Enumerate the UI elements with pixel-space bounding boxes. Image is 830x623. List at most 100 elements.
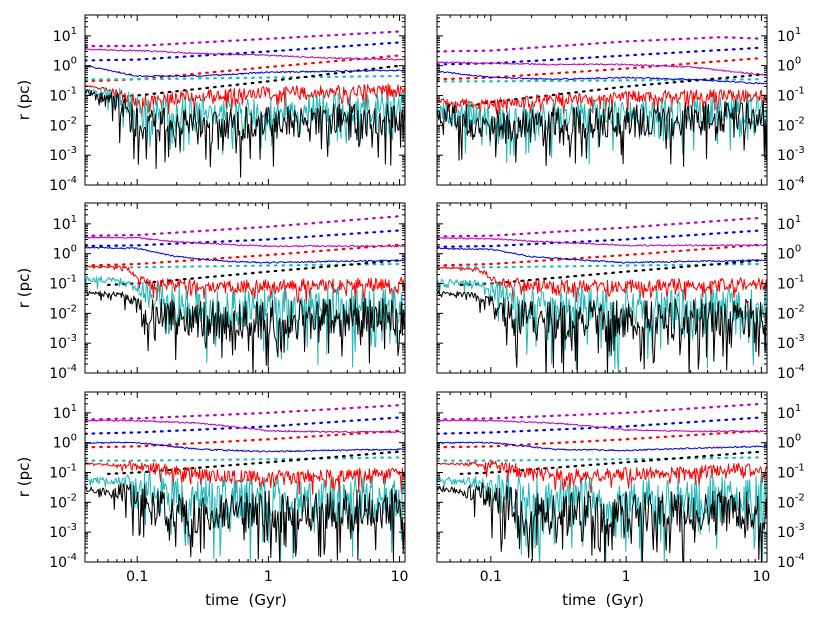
solid-black-series [85, 289, 405, 373]
ytick-label: 10-2 [49, 303, 77, 322]
plot-area [85, 404, 405, 562]
ytick-label: 101 [53, 214, 77, 233]
xlabel-bottom-right: time (Gyr) [562, 591, 644, 609]
ytick-label: 10-1 [777, 274, 805, 293]
dotted-magenta-series [437, 402, 763, 421]
xtick-label: 10 [752, 569, 770, 585]
ytick-label: 10-4 [49, 175, 77, 194]
xtick-label: 1 [264, 569, 273, 585]
ylabel-top-left: r (pc) [15, 80, 33, 120]
solid-black-series [85, 89, 405, 178]
dotted-black-series [459, 259, 763, 286]
ylabel-middle-left: r (pc) [15, 268, 33, 308]
solid-blue-series [85, 65, 405, 78]
dotted-blue-series [85, 229, 401, 248]
solid-cyan-series [437, 278, 767, 373]
ytick-label: 101 [53, 403, 77, 422]
dotted-red-series [85, 429, 401, 449]
ytick-label: 10-1 [777, 86, 805, 105]
plot-area [437, 402, 767, 562]
solid-black-series [437, 290, 767, 373]
solid-black-series [85, 483, 405, 562]
solid-magenta-series [85, 236, 405, 248]
ytick-label: 10-3 [49, 145, 77, 164]
ytick-label: 101 [777, 26, 801, 45]
solid-blue-series [85, 441, 405, 453]
ytick-label: 10-1 [49, 463, 77, 482]
dotted-magenta-series [437, 216, 763, 238]
solid-blue-series [437, 247, 767, 264]
solid-magenta-series [437, 61, 767, 76]
dotted-cyan-series [85, 456, 401, 462]
axes-frame [436, 14, 768, 186]
solid-red-series [85, 264, 405, 305]
solid-blue-series [437, 70, 767, 85]
ytick-label: 101 [777, 403, 801, 422]
ytick-label: 100 [53, 244, 77, 263]
plot-area [85, 215, 405, 373]
ytick-label: 10-2 [49, 115, 77, 134]
dotted-cyan-series [85, 262, 401, 269]
dotted-red-series [437, 429, 763, 449]
ytick-label: 10-4 [777, 175, 805, 194]
solid-blue-series [437, 441, 767, 452]
ytick-label: 100 [777, 433, 801, 452]
solid-blue-series [85, 246, 405, 264]
solid-red-series [85, 461, 405, 496]
dotted-blue-series [437, 46, 763, 66]
dotted-red-series [437, 56, 763, 81]
dotted-magenta-series [437, 36, 763, 53]
ytick-label: 10-3 [777, 522, 805, 541]
panel-bottom-left: 10-4 10-3 10-2 10-1 100 101 0.1 1 10 [49, 391, 409, 585]
dotted-red-series [437, 243, 763, 267]
panel-top-right: 10-4 10-3 10-2 10-1 100 101 [436, 14, 805, 194]
xlabel-bottom-left: time (Gyr) [205, 591, 287, 609]
ylabel-bottom-left: r (pc) [15, 457, 33, 497]
solid-red-series [437, 266, 767, 306]
xtick-label: 10 [391, 569, 409, 585]
solid-magenta-series [437, 419, 767, 433]
solid-red-series [437, 460, 767, 493]
plot-area [85, 30, 405, 178]
ytick-label: 100 [53, 433, 77, 452]
dotted-blue-series [437, 229, 763, 248]
solid-black-series [437, 482, 767, 562]
dotted-cyan-series [437, 262, 763, 269]
ytick-label: 10-3 [777, 145, 805, 164]
panel-middle-left: 10-4 10-3 10-2 10-1 100 101 [49, 202, 406, 382]
axes-frame [84, 391, 406, 563]
solid-black-series [437, 100, 767, 167]
ytick-label: 101 [53, 26, 77, 45]
dotted-black-series [459, 450, 763, 475]
plot-area [437, 36, 767, 167]
xtick-label: 0.1 [480, 569, 502, 585]
ytick-label: 10-2 [777, 492, 805, 511]
xtick-label: 1 [622, 569, 631, 585]
ytick-label: 10-2 [49, 492, 77, 511]
dotted-red-series [85, 243, 401, 267]
solid-magenta-series [85, 419, 405, 434]
ytick-label: 10-2 [777, 115, 805, 134]
panel-bottom-right: 10-4 10-3 10-2 10-1 100 101 0.1 1 10 [436, 391, 805, 585]
ytick-label: 10-1 [777, 463, 805, 482]
dotted-black-series [106, 450, 401, 475]
panel-top-left: 10-4 10-3 10-2 10-1 100 101 [49, 14, 406, 194]
dotted-cyan-series [437, 78, 763, 83]
dotted-blue-series [85, 416, 401, 435]
ytick-label: 100 [53, 56, 77, 75]
dotted-blue-series [85, 41, 401, 62]
xtick-label: 0.1 [126, 569, 148, 585]
ytick-label: 10-1 [49, 274, 77, 293]
ytick-label: 10-3 [49, 522, 77, 541]
dotted-blue-series [437, 416, 763, 435]
ytick-label: 10-3 [777, 333, 805, 352]
solid-magenta-series [437, 237, 767, 247]
dotted-magenta-series [85, 404, 401, 421]
solid-red-series [437, 89, 767, 120]
dotted-magenta-series [85, 215, 401, 237]
ytick-label: 100 [777, 56, 801, 75]
ytick-label: 10-3 [49, 333, 77, 352]
dotted-cyan-series [85, 74, 401, 81]
ytick-label: 101 [777, 214, 801, 233]
